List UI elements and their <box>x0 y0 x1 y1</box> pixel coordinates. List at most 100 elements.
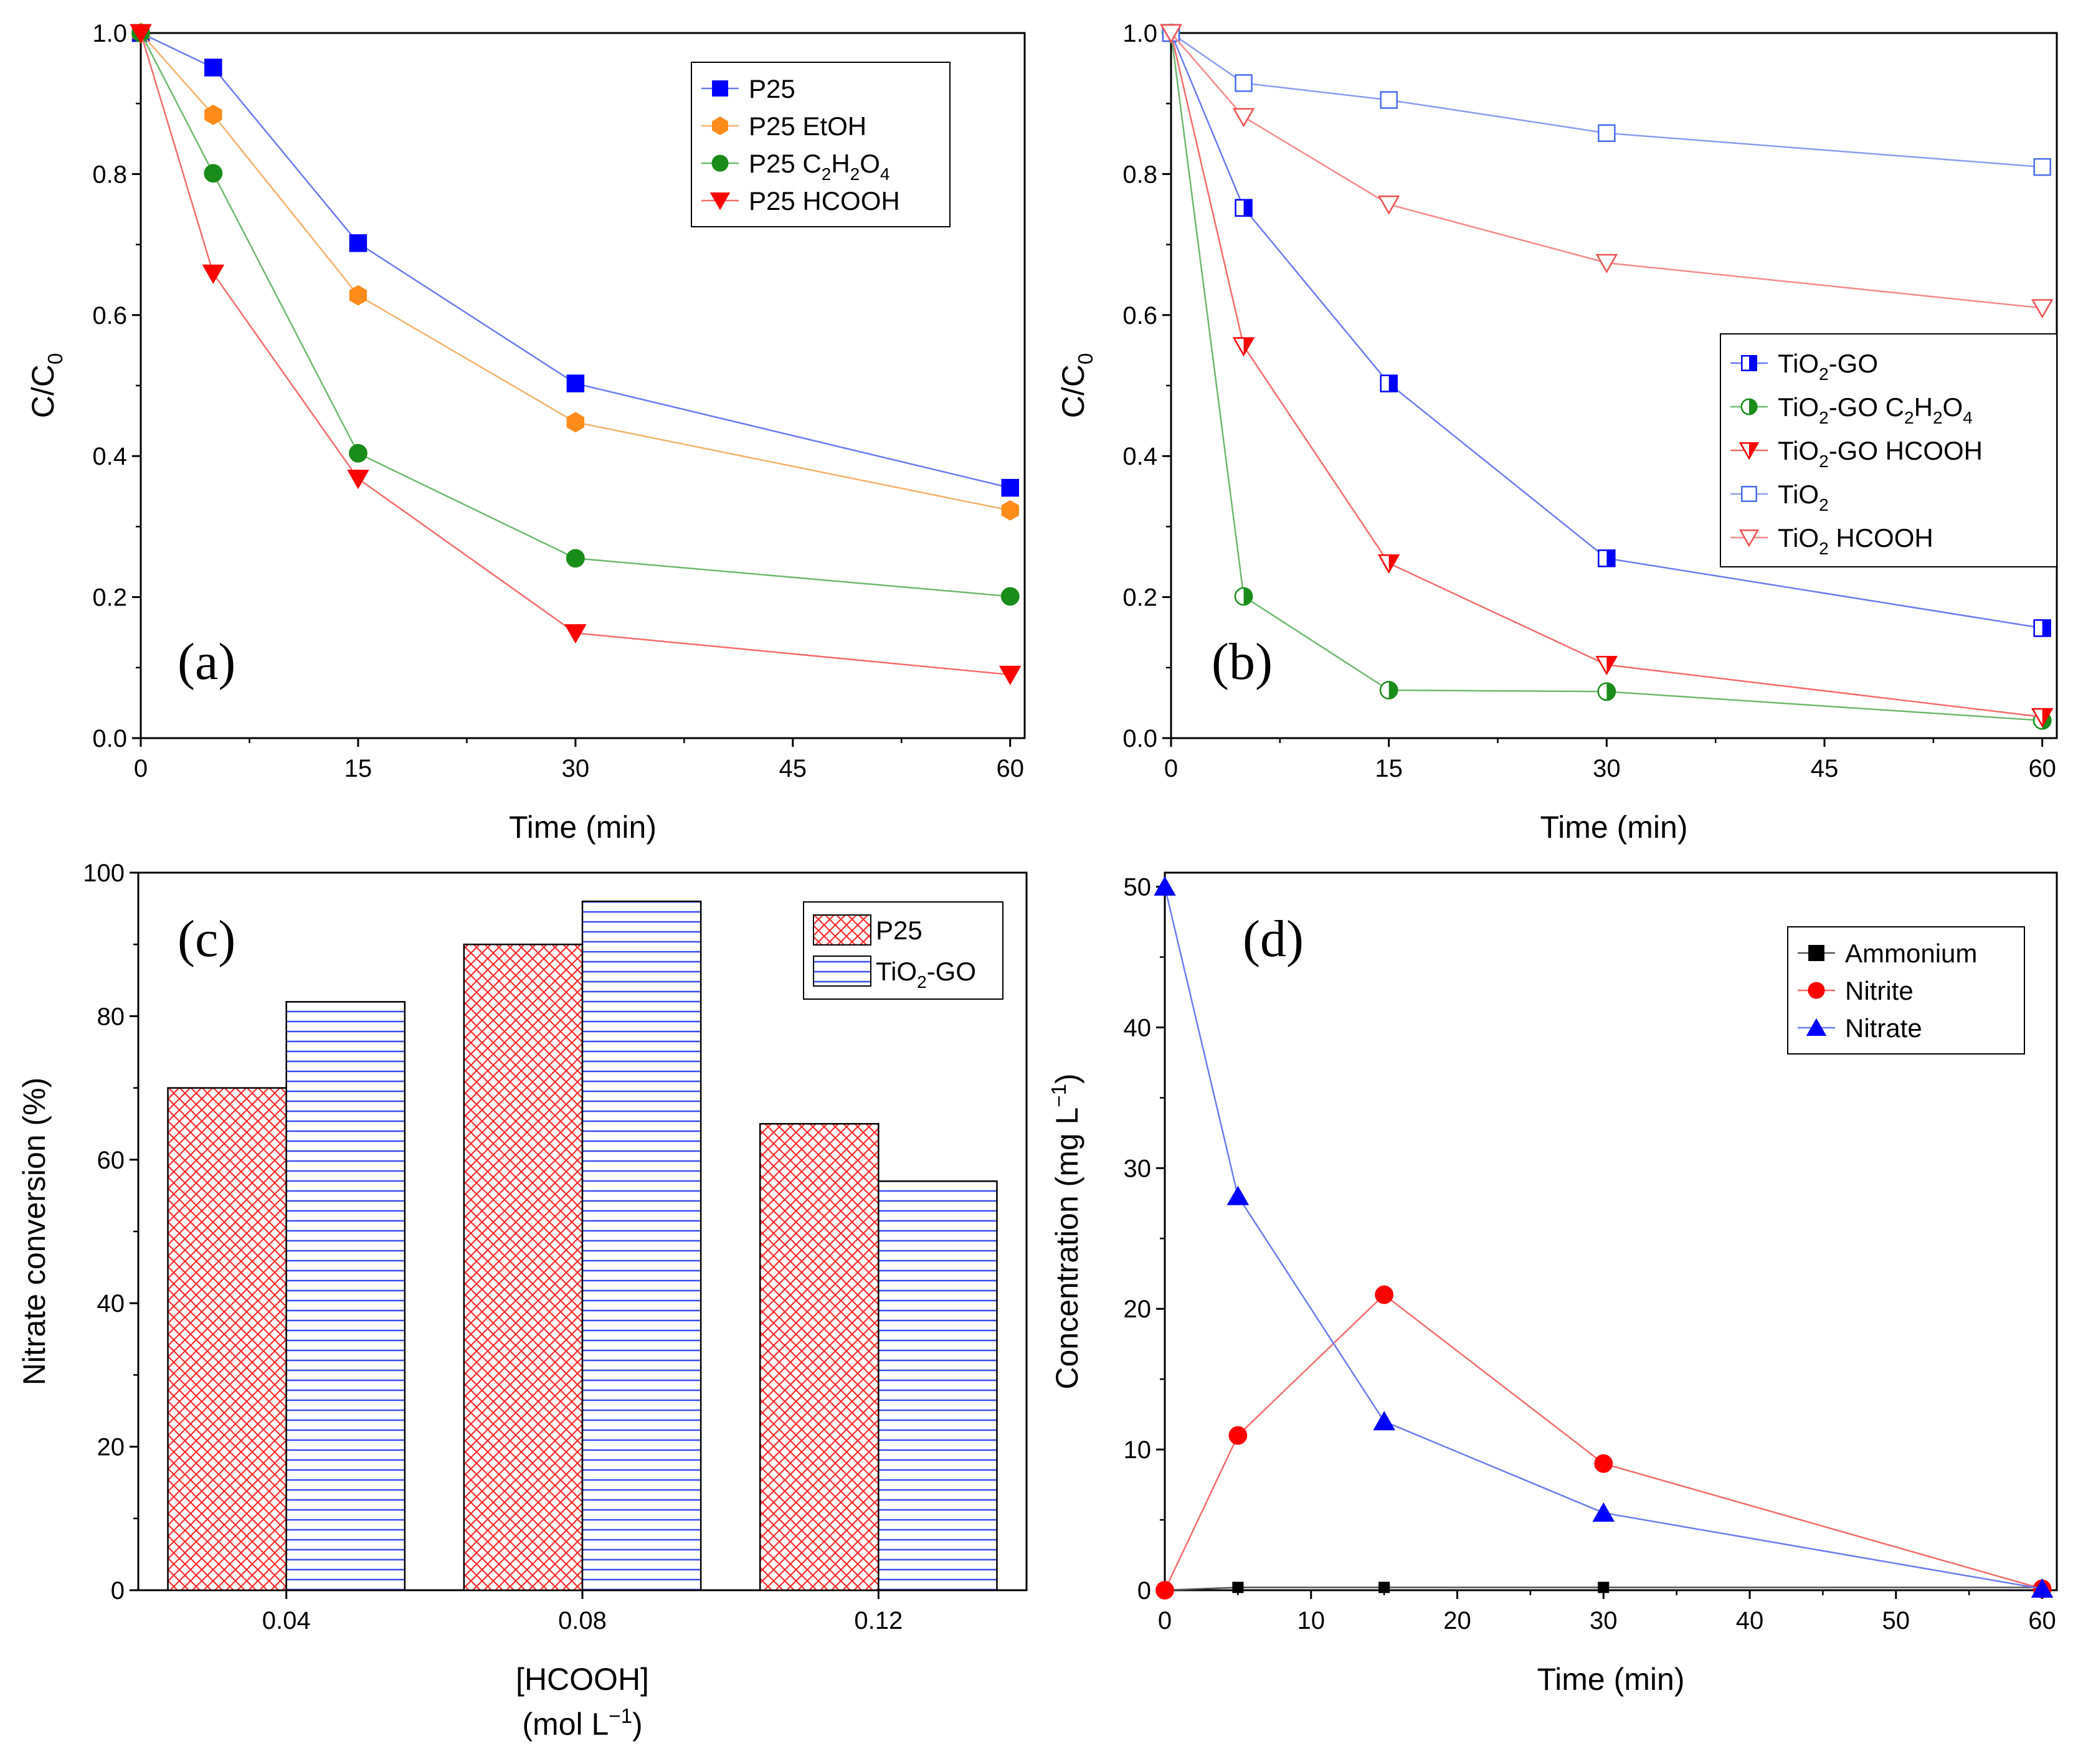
x-tick-label: 40 <box>1736 1607 1764 1634</box>
data-point <box>1377 195 1400 215</box>
data-point <box>130 24 152 44</box>
legend-label: Ammonium <box>1845 939 1977 968</box>
bar-p25 <box>167 1087 287 1591</box>
data-point <box>1592 1502 1615 1522</box>
legend-label: P25 <box>876 916 923 945</box>
x-tick-label: 0 <box>1158 1607 1172 1634</box>
y-tick-label: 50 <box>1124 874 1152 901</box>
legend-label: Nitrate <box>1845 1013 1922 1043</box>
legend-item: P25 C2​H2​O4​ <box>701 149 889 184</box>
data-point <box>1001 478 1019 497</box>
y-tick-label: 20 <box>1124 1296 1152 1323</box>
data-point <box>1380 374 1398 392</box>
data-point <box>347 470 369 490</box>
legend-marker <box>1808 982 1825 999</box>
data-point <box>1154 876 1176 896</box>
data-point <box>1598 124 1616 142</box>
data-point <box>1000 587 1020 606</box>
y-tick-label: 0.0 <box>92 725 127 752</box>
x-tick-label: 15 <box>344 755 372 782</box>
panel-label: (b) <box>1212 633 1273 691</box>
data-point <box>1598 549 1616 567</box>
y-tick-label: 0.4 <box>92 443 127 470</box>
data-point <box>564 624 587 644</box>
data-point <box>566 374 585 392</box>
x-tick-label: 0.08 <box>558 1607 607 1634</box>
data-point <box>1595 254 1618 273</box>
legend-label: TiO2​ <box>1778 480 1829 514</box>
bar-p25 <box>759 1122 880 1591</box>
data-point <box>1595 656 1618 676</box>
series-nitrate <box>1154 876 2054 1598</box>
x-tick-label: 60 <box>2028 755 2056 782</box>
y-tick-label: 0.4 <box>1122 443 1157 470</box>
y-tick-label: 0 <box>111 1577 125 1605</box>
legend-marker <box>709 192 731 211</box>
data-point <box>349 234 368 252</box>
legend-label: TiO2​-GO <box>1778 349 1878 384</box>
legend-label: TiO2​-GO <box>876 957 976 992</box>
legend-marker <box>711 154 729 172</box>
data-point <box>204 104 222 125</box>
legend-marker <box>1739 442 1760 460</box>
data-point <box>1598 1581 1610 1593</box>
y-tick-label: 0.8 <box>1122 161 1157 188</box>
series-p25-hcooh <box>130 24 1022 685</box>
x-tick-label: 30 <box>1590 1607 1618 1634</box>
legend-label: TiO2​-GO C2​H2​O4​ <box>1778 392 1973 427</box>
data-point <box>1234 587 1253 606</box>
data-point <box>1380 91 1398 109</box>
y-tick-label: 1.0 <box>92 20 127 47</box>
x-tick-label: 60 <box>996 755 1024 782</box>
legend-swatch <box>813 956 871 987</box>
data-point <box>1594 1454 1613 1473</box>
x-tick-label: 45 <box>1811 755 1839 782</box>
y-tick-label: 40 <box>1124 1014 1152 1041</box>
legend-item: TiO2​-GO C2​H2​O4​ <box>1730 392 1973 427</box>
data-point <box>1160 24 1182 44</box>
legend-item: Nitrite <box>1798 976 1914 1005</box>
series-tio2 <box>1162 24 2051 176</box>
data-point <box>204 164 223 183</box>
data-point <box>1228 1426 1248 1445</box>
data-point <box>566 549 585 568</box>
legend-item: P25 EtOH <box>701 111 866 141</box>
bar-p25 <box>463 943 584 1591</box>
series-line <box>1170 32 2042 168</box>
panel-label: (a) <box>178 633 235 691</box>
y-tick-label: 60 <box>97 1147 125 1174</box>
y-tick-label: 80 <box>97 1003 125 1030</box>
legend-label: P25 <box>749 74 795 103</box>
legend-marker <box>1741 355 1757 371</box>
legend-swatch <box>813 914 871 946</box>
data-point <box>1001 500 1019 521</box>
legend-marker <box>712 80 728 97</box>
x-axis-label: [HCOOH] <box>516 1662 649 1697</box>
legend-marker <box>1806 1018 1827 1036</box>
legend-item: TiO2​-GO HCOOH <box>1730 436 1983 471</box>
chart-panel-c: 0 20 40 60 80 100 0.04 0.08 0.12 P25 TiO2​-GO (c) [H… <box>17 860 1028 1742</box>
chart-panel-a: 0.0 0.2 0.4 0.6 0.8 1.0 0 15 30 45 60 P25 P25 EtOH P2… <box>26 20 1026 845</box>
y-tick-label: 0.2 <box>1122 584 1157 612</box>
x-tick-label: 30 <box>562 755 590 782</box>
data-point <box>1373 1411 1395 1431</box>
legend-item: P25 HCOOH <box>701 186 900 216</box>
legend-item: TiO2​-GO <box>1730 349 1878 384</box>
y-tick-label: 0.0 <box>1122 725 1157 752</box>
x-tick-label: 45 <box>779 755 807 782</box>
data-point <box>1232 108 1255 128</box>
panel-label: (c) <box>178 910 235 968</box>
bar-tio2-go <box>878 1180 998 1591</box>
bar-tio2-go <box>581 900 702 1591</box>
data-point <box>1379 681 1398 699</box>
data-point <box>566 412 585 433</box>
legend-item: P25 <box>701 74 795 103</box>
panel-label: (d) <box>1243 910 1304 968</box>
x-tick-label: 20 <box>1443 1607 1471 1634</box>
data-point <box>1235 199 1253 217</box>
x-tick-label: 15 <box>1375 755 1403 782</box>
x-axis-label: Time (min) <box>1540 810 1687 845</box>
y-tick-label: 0.6 <box>1122 302 1157 330</box>
x-tick-label: 0.12 <box>854 1607 903 1634</box>
